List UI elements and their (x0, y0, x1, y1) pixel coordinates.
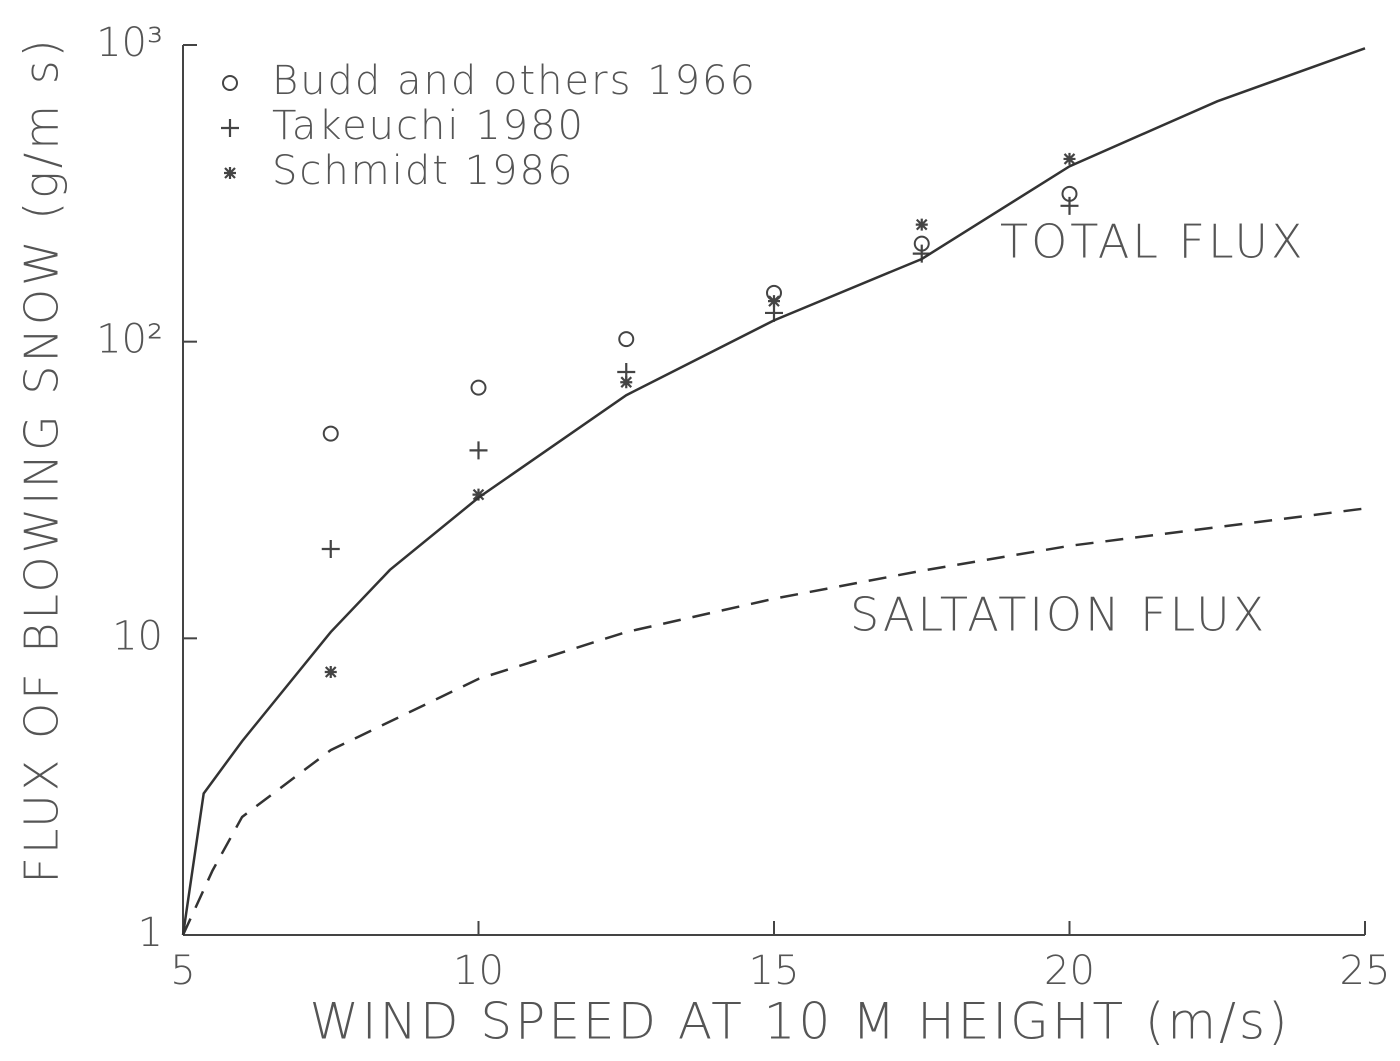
x-axis-label: WIND SPEED AT 10 M HEIGHT (m/s) (309, 993, 1290, 1051)
marker-star (324, 666, 337, 679)
y-tick-label: 10 (112, 613, 163, 659)
marker-circle (322, 425, 339, 442)
y-tick-label: 10³ (96, 20, 163, 66)
y-axis-label: FLUX OF BLOWING SNOW (g/m s) (15, 36, 69, 883)
series-annotation: TOTAL FLUX (1000, 215, 1306, 269)
series-annotation: SALTATION FLUX (850, 588, 1267, 642)
marker-plus (321, 540, 340, 559)
x-tick-label: 5 (170, 948, 195, 994)
line-series (181, 47, 1366, 936)
marker-plus (469, 441, 488, 460)
marker-star (768, 295, 780, 308)
legend-label: Schmidt 1986 (272, 148, 574, 194)
x-tick-label: 15 (749, 948, 800, 994)
marker-circle (470, 379, 487, 396)
y-tick-label: 10² (96, 317, 163, 363)
line-series (181, 507, 1366, 936)
x-tick-label: 25 (1340, 948, 1391, 994)
legend-label: Budd and others 1966 (272, 58, 757, 104)
legend-symbol (221, 119, 239, 137)
legend-label: Takeuchi 1980 (272, 103, 585, 149)
marker-star (915, 218, 928, 231)
x-tick-label: 10 (453, 948, 504, 994)
marker-star (472, 488, 485, 501)
marker-circle (618, 331, 635, 348)
marker-star (620, 376, 633, 389)
y-tick-label: 1 (138, 910, 163, 956)
x-tick-label: 20 (1044, 948, 1095, 994)
legend-symbol (222, 75, 238, 91)
legend-symbol (224, 167, 236, 179)
marker-star (1063, 152, 1076, 165)
marker-plus (1060, 196, 1079, 215)
